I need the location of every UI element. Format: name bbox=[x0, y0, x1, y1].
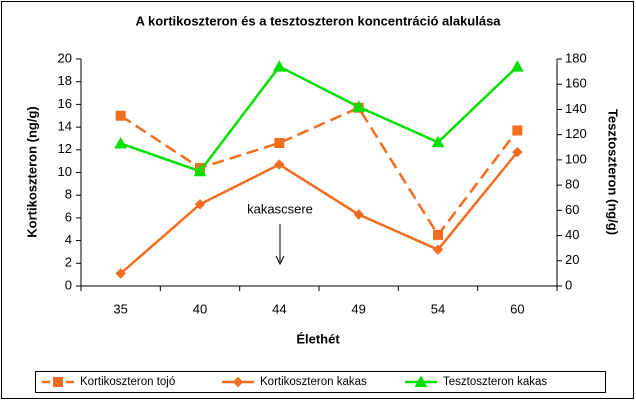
y-tick-label: 16 bbox=[58, 96, 72, 111]
marker bbox=[274, 137, 285, 148]
y2-axis-label: Tesztoszteron (ng/g) bbox=[606, 109, 621, 235]
series-line bbox=[119, 106, 519, 238]
marker bbox=[274, 159, 285, 170]
y2-tick-label: 40 bbox=[565, 227, 579, 242]
y-tick-label: 20 bbox=[58, 50, 72, 65]
y2-tick-label: 80 bbox=[565, 177, 579, 192]
y-tick-label: 6 bbox=[65, 209, 72, 224]
x-tick-label: 44 bbox=[272, 301, 286, 316]
y-tick-label: 14 bbox=[58, 119, 72, 134]
y-tick-label: 4 bbox=[65, 232, 72, 247]
legend-label: Kortikoszteron tojó bbox=[80, 376, 175, 388]
series-line bbox=[120, 64, 519, 173]
annotation-arrowhead bbox=[275, 255, 285, 266]
x-tick-label: 49 bbox=[351, 301, 365, 316]
marker bbox=[115, 268, 126, 279]
marker bbox=[510, 60, 524, 72]
series-line bbox=[119, 151, 519, 275]
y2-tick-label: 100 bbox=[565, 151, 587, 166]
y2-tick-label: 20 bbox=[565, 252, 579, 267]
x-tick-label: 35 bbox=[113, 301, 127, 316]
y2-tick-label: 120 bbox=[565, 126, 587, 141]
y2-tick-label: 180 bbox=[565, 50, 587, 65]
legend-label: Tesztoszteron kakas bbox=[443, 376, 547, 388]
y2-tick-label: 60 bbox=[565, 202, 579, 217]
marker bbox=[352, 100, 366, 112]
legend-label: Kortikoszteron kakas bbox=[260, 376, 367, 388]
marker bbox=[232, 376, 244, 388]
x-tick-label: 40 bbox=[193, 301, 207, 316]
marker bbox=[193, 164, 207, 177]
marker bbox=[272, 60, 286, 72]
x-tick-label: 60 bbox=[510, 301, 524, 316]
marker bbox=[431, 135, 445, 148]
y-tick-label: 8 bbox=[65, 187, 72, 202]
marker bbox=[353, 209, 364, 220]
marker bbox=[194, 199, 206, 210]
y-tick-label: 18 bbox=[58, 73, 72, 88]
marker bbox=[115, 110, 126, 121]
x-axis-label: Élethét bbox=[296, 331, 340, 346]
marker bbox=[414, 375, 428, 387]
chart-title: A kortikoszteron és a tesztoszteron konc… bbox=[135, 13, 501, 28]
y-tick-label: 10 bbox=[58, 164, 72, 179]
y2-tick-label: 0 bbox=[565, 277, 572, 292]
y-tick-label: 2 bbox=[65, 255, 72, 270]
y-tick-label: 12 bbox=[58, 141, 72, 156]
marker bbox=[433, 229, 443, 240]
x-tick-label: 54 bbox=[431, 301, 445, 316]
y2-tick-label: 140 bbox=[565, 101, 587, 116]
marker bbox=[53, 377, 63, 387]
marker bbox=[432, 244, 444, 255]
y-tick-label: 0 bbox=[65, 277, 72, 292]
y2-tick-label: 160 bbox=[565, 76, 587, 91]
marker bbox=[512, 146, 523, 158]
marker bbox=[512, 125, 523, 136]
y-axis-label: Kortikoszteron (ng/g) bbox=[24, 106, 39, 237]
marker bbox=[114, 136, 128, 149]
annotation: kakascsere bbox=[247, 201, 313, 216]
legend-box bbox=[35, 371, 606, 393]
